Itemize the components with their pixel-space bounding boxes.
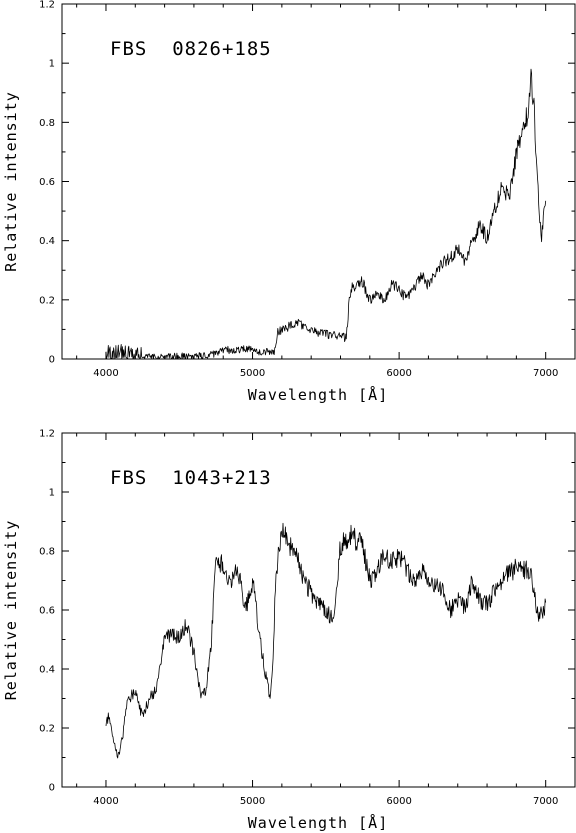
y-tick-label: 0.6 [39,606,55,617]
y-tick-label: 1 [49,59,55,70]
y-tick-label: 0.2 [39,724,55,735]
spectrum-line [105,522,547,759]
y-tick-label: 1.2 [39,429,55,440]
y-tick-label: 1.2 [39,0,55,11]
y-tick-label: 0.4 [39,665,55,676]
x-tick-label: 6000 [386,796,411,807]
spectrum-chart-fbs0826: 4000 5000 6000 7000 0 0.2 0.4 0.6 0.8 1 1.2 FBS 082… [2,0,576,404]
chart-title: FBS 0826+185 [110,38,272,60]
y-tick-label: 0.4 [39,236,55,247]
y-tick-label: 0.2 [39,295,55,306]
y-tick-label: 0.8 [39,118,55,129]
y-axis-label: Relative intensity [2,520,20,701]
y-tick-label: 0.8 [39,547,55,558]
x-tick-label: 7000 [533,796,558,807]
x-tick-label: 5000 [240,796,265,807]
x-tick-label: 6000 [386,368,411,379]
x-axis-label: Wavelength [Å] [248,385,388,404]
y-tick-label: 0 [49,355,55,366]
spectrum-chart-fbs1043: 4000 5000 6000 7000 0 0.2 0.4 0.6 0.8 1 1.2 FBS 104… [2,429,576,832]
x-tick-label: 5000 [240,368,265,379]
x-tick-label: 7000 [533,368,558,379]
spectrum-line [105,68,547,360]
x-tick-label: 4000 [93,796,118,807]
y-tick-label: 0.6 [39,177,55,188]
x-tick-label: 4000 [93,368,118,379]
y-tick-label: 1 [49,488,55,499]
x-axis-label: Wavelength [Å] [248,813,388,832]
y-axis-label: Relative intensity [2,91,20,272]
y-tick-label: 0 [49,783,55,794]
chart-title: FBS 1043+213 [110,467,272,489]
